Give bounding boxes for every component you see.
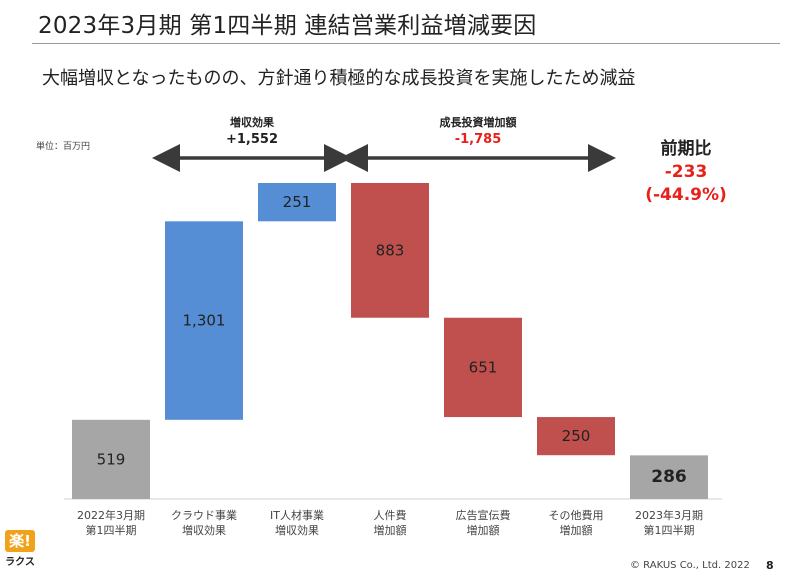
yoy-percent: (-44.9%) [645,185,727,205]
revenue-effect-title: 増収効果 [229,116,274,129]
bar-value-label-1: 1,301 [183,312,226,330]
category-label-4-0: 広告宣伝費 [456,508,511,522]
category-label-2-0: IT人材事業 [270,508,324,522]
category-label-3-0: 人件費 [374,508,407,522]
bar-value-label-0: 519 [97,450,126,468]
copyright: © RAKUS Co., Ltd. 2022 [630,560,750,571]
revenue-effect-label: 増収効果 +1,552 [226,114,278,148]
category-label-1-1: 増収効果 [182,523,226,537]
category-label-2-1: 増収効果 [275,523,319,537]
yoy-value: -233 [664,162,708,182]
page-subtitle: 大幅増収となったものの、方針通り積極的な成長投資を実施したため減益 [42,68,636,89]
category-label-0-0: 2022年3月期 [77,508,145,522]
category-label-5-1: 増加額 [560,524,593,537]
investment-label: 成長投資増加額 -1,785 [440,114,517,148]
category-label-6-0: 2023年3月期 [635,508,703,522]
revenue-effect-value: +1,552 [225,132,279,147]
bar-3 [351,183,429,318]
page-number: 8 [766,559,774,572]
unit-label: 単位：百万円 [36,142,91,152]
bar-4 [444,317,522,418]
bar-value-label-5: 250 [562,427,591,445]
company-logo: 楽! ラクス [3,530,37,568]
logo-text: ラクス [5,557,35,568]
investment-value: -1,785 [454,132,502,147]
category-label-4-1: 増加額 [467,524,500,537]
category-label-3-1: 増加額 [374,524,407,537]
bar-value-label-3: 883 [376,241,405,259]
bar-1 [165,221,243,420]
bar-value-label-6: 286 [651,467,687,487]
category-label-1-0: クラウド事業 [171,509,237,522]
category-label-0-1: 第1四半期 [86,523,137,537]
yoy-heading: 前期比 [660,139,712,159]
bar-5 [537,417,615,456]
bar-group: 5192022年3月期第1四半期1,301クラウド事業増収効果251IT人材事業… [72,183,708,537]
investment-title: 成長投資増加額 [439,116,517,129]
page-title: 2023年3月期 第1四半期 連結営業利益増減要因 [38,13,537,39]
bar-6 [630,455,708,499]
category-label-5-0: その他費用 [549,508,604,522]
logo-mark: 楽! [5,530,35,552]
bar-0 [72,419,150,499]
bar-value-label-2: 251 [283,193,312,211]
title-divider [32,43,780,44]
bar-value-label-4: 651 [469,358,498,376]
category-label-6-1: 第1四半期 [644,523,695,537]
yoy-summary: 前期比 -233 (-44.9%) [645,138,727,207]
bar-2 [258,183,336,222]
